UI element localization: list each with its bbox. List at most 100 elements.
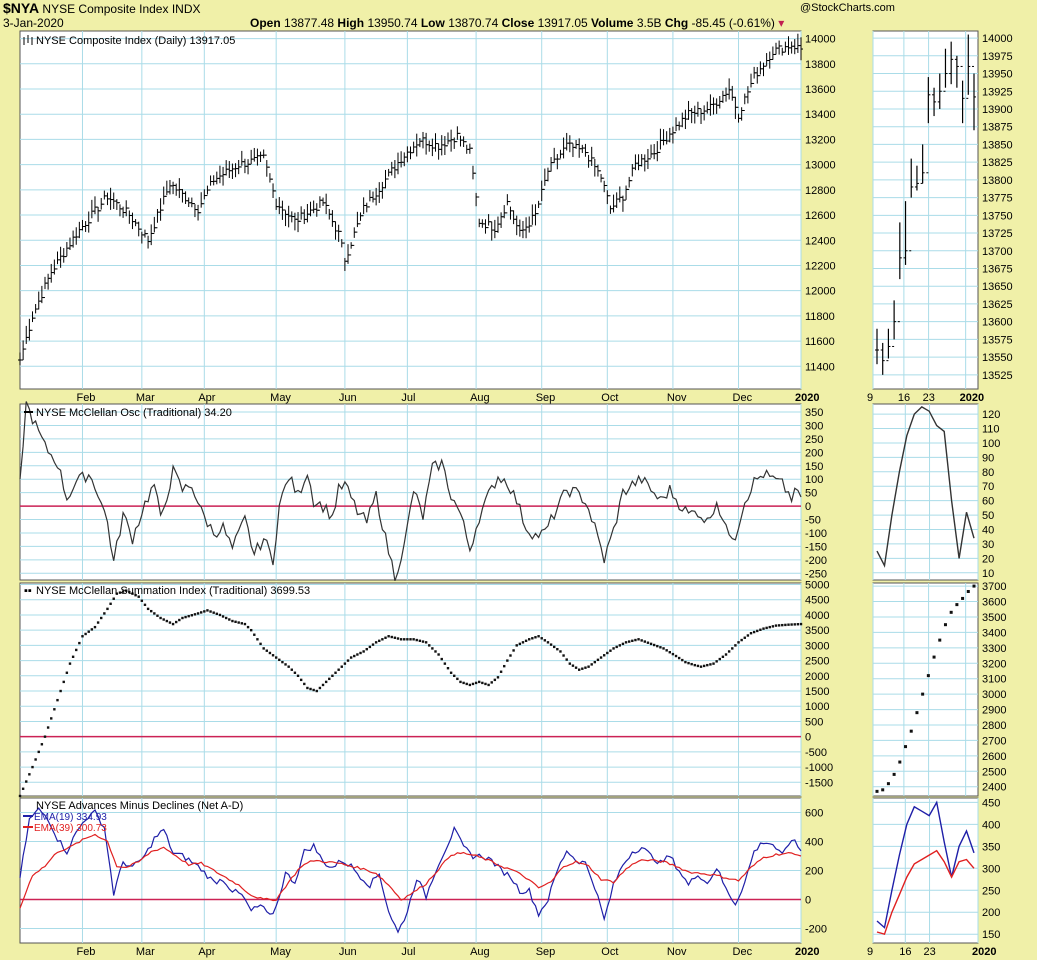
volume-label: Volume xyxy=(591,16,634,30)
summation-point xyxy=(659,646,662,649)
summation-point xyxy=(259,642,262,646)
detail-summation-ytick-label: 3500 xyxy=(982,612,1006,624)
summation-point xyxy=(234,620,237,623)
summation-point xyxy=(774,624,778,627)
summation-point xyxy=(612,647,615,650)
summation-point xyxy=(121,590,125,593)
ad-xtick-label: Mar xyxy=(136,946,155,958)
summation-point xyxy=(587,665,590,668)
detail-summation-point xyxy=(955,603,959,607)
summation-ytick-label: 4000 xyxy=(805,610,829,622)
summation-point xyxy=(240,622,244,625)
summation-point xyxy=(131,592,134,595)
summation-ytick-label: 2000 xyxy=(805,671,829,683)
summation-point xyxy=(665,649,668,652)
detail-ad-xtick-label: 16 xyxy=(899,946,911,958)
index-name: NYSE Composite Index xyxy=(42,2,169,16)
summation-point xyxy=(515,644,518,647)
detail-osc-ytick-label: 70 xyxy=(982,481,994,493)
detail-price-ytick-label: 13675 xyxy=(982,263,1013,275)
summation-point xyxy=(256,638,259,641)
summation-point xyxy=(559,650,562,653)
detail-price-ytick-label: 13800 xyxy=(982,175,1013,187)
summation-point xyxy=(46,726,50,729)
brand-label[interactable]: @StockCharts.com xyxy=(800,2,895,14)
summation-point xyxy=(409,638,412,641)
detail-summation-background xyxy=(872,582,979,797)
summation-point xyxy=(553,645,556,649)
summation-point xyxy=(221,615,225,618)
summation-point xyxy=(453,674,456,678)
summation-point xyxy=(25,780,28,783)
detail-osc-ytick-label: 60 xyxy=(982,496,994,508)
summation-point xyxy=(581,667,584,670)
summation-point xyxy=(228,618,231,621)
summation-point xyxy=(484,682,487,686)
summation-point xyxy=(274,656,278,659)
summation-point xyxy=(78,641,81,645)
summation-point xyxy=(431,647,434,650)
summation-point xyxy=(503,664,506,668)
detail-price-ytick-label: 13900 xyxy=(982,104,1013,116)
summation-point xyxy=(434,650,437,653)
price-ytick-label: 13200 xyxy=(805,134,836,146)
price-ytick-label: 11600 xyxy=(805,336,835,348)
summation-point xyxy=(784,623,787,627)
detail-summation-ytick-label: 3600 xyxy=(982,597,1006,609)
detail-ad-xtick-label: 2020 xyxy=(972,946,996,958)
summation-ytick-label: 2500 xyxy=(805,656,829,668)
price-panel: 11400 11600 11800 12000 12200 12400 12600 12800… xyxy=(18,30,836,390)
summation-point xyxy=(306,686,309,690)
summation-panel-title: NYSE McClellan Summation Index (Traditio… xyxy=(36,585,310,597)
low-value: 13870.74 xyxy=(448,16,499,30)
summation-point xyxy=(246,625,250,629)
detail-osc-ytick-label: 90 xyxy=(982,452,994,464)
detail-summation-ytick-label: 3400 xyxy=(982,627,1006,639)
exchange-label: INDX xyxy=(171,2,201,16)
osc-background xyxy=(19,403,802,581)
osc-ytick-label: 200 xyxy=(805,447,823,459)
summation-legend-icon: ▪▪ xyxy=(24,585,32,597)
price-xtick-label: Jul xyxy=(401,392,415,404)
osc-ytick-label: -50 xyxy=(805,515,821,527)
summation-point xyxy=(471,682,475,686)
summation-point xyxy=(212,611,215,614)
summation-point xyxy=(115,592,119,595)
summation-point xyxy=(193,613,197,616)
summation-point xyxy=(303,682,306,686)
summation-point xyxy=(752,630,756,634)
detail-price-ytick-label: 13750 xyxy=(982,210,1013,222)
summation-point xyxy=(456,677,459,681)
summation-point xyxy=(640,639,643,642)
summation-point xyxy=(40,743,44,746)
price-ytick-label: 12600 xyxy=(805,210,836,222)
detail-price-ytick-label: 13775 xyxy=(982,193,1013,205)
price-ytick-label: 12000 xyxy=(805,286,836,298)
summation-point xyxy=(150,609,153,613)
summation-point xyxy=(187,614,190,618)
detail-price-ytick-label: 13650 xyxy=(982,281,1013,293)
detail-ad-ytick-label: 200 xyxy=(982,907,1000,919)
summation-point xyxy=(203,610,206,613)
summation-point xyxy=(649,642,653,646)
summation-point xyxy=(677,656,681,660)
summation-point xyxy=(465,682,468,686)
osc-ytick-label: -200 xyxy=(805,555,827,567)
detail-price-ytick-label: 13975 xyxy=(982,51,1013,63)
detail-osc-ytick-label: 120 xyxy=(982,409,1000,421)
open-label: Open xyxy=(250,16,281,30)
summation-point xyxy=(724,653,728,656)
summation-point xyxy=(590,663,593,666)
summation-point xyxy=(337,668,340,671)
summation-point xyxy=(549,643,553,646)
summation-point xyxy=(537,635,540,638)
summation-point xyxy=(771,625,775,628)
detail-price-xtick-label: 2020 xyxy=(960,392,984,404)
detail-ad-ema_fast xyxy=(876,800,975,929)
summation-point xyxy=(702,664,706,668)
summation-point xyxy=(462,681,465,685)
summation-point xyxy=(171,622,175,626)
summation-point xyxy=(681,658,684,662)
summation-point xyxy=(215,612,219,616)
